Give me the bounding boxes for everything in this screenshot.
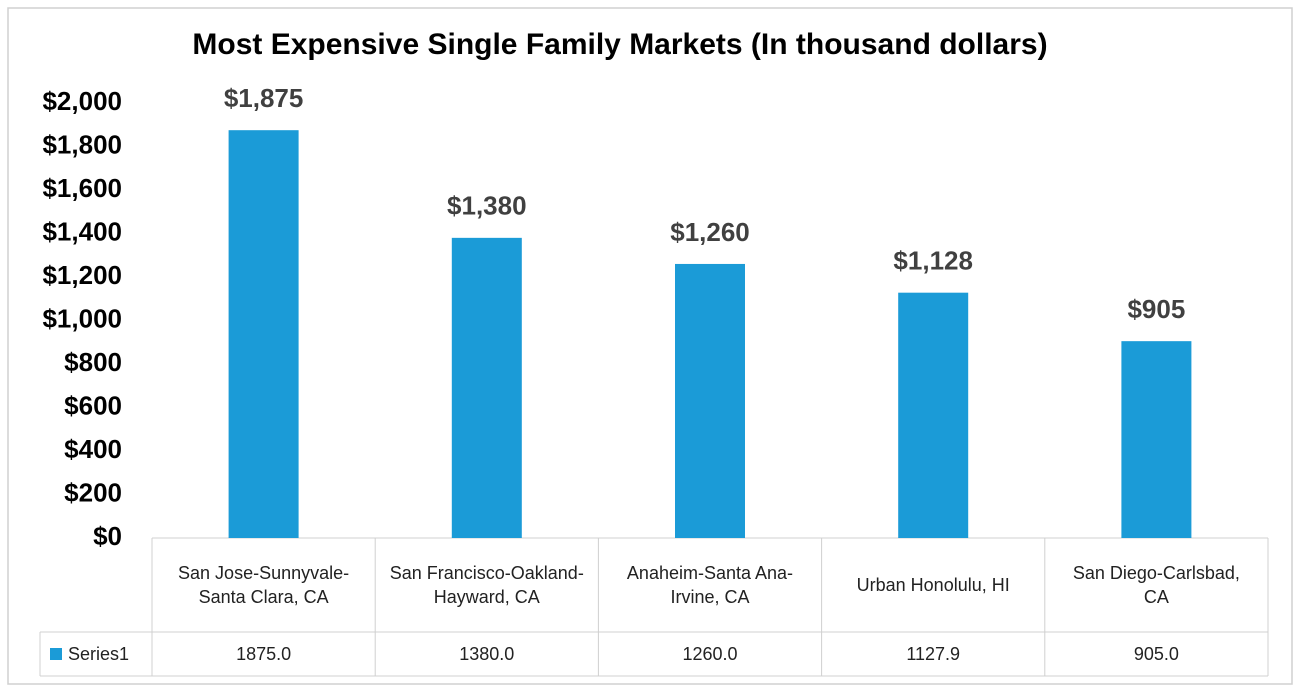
chart-border bbox=[7, 7, 1293, 685]
table-value: 905.0 bbox=[1133, 643, 1179, 664]
data-label: $1,875 bbox=[224, 83, 304, 113]
y-tick-label: $1,600 bbox=[42, 173, 122, 203]
bar bbox=[451, 237, 522, 538]
x-tick-label: Urban Honolulu, HI bbox=[856, 574, 1010, 595]
data-label: $1,260 bbox=[670, 217, 750, 247]
bar bbox=[1121, 341, 1192, 538]
chart-title: Most Expensive Single Family Markets (In… bbox=[192, 28, 1047, 61]
bar bbox=[675, 263, 745, 538]
y-tick-label: $2,000 bbox=[42, 86, 122, 116]
y-tick-label: $600 bbox=[64, 390, 122, 420]
table-value: 1875.0 bbox=[236, 643, 292, 664]
data-label: $1,380 bbox=[447, 191, 527, 221]
x-tick-label: San Francisco-Oakland-Hayward, CA bbox=[389, 562, 584, 607]
bar bbox=[898, 292, 969, 538]
data-label: $905 bbox=[1127, 294, 1185, 324]
y-tick-label: $0 bbox=[93, 521, 122, 551]
y-tick-label: $800 bbox=[64, 347, 122, 377]
y-tick-label: $1,000 bbox=[42, 303, 122, 333]
legend-swatch bbox=[50, 648, 62, 660]
y-tick-label: $1,400 bbox=[42, 216, 122, 246]
x-tick-label: Anaheim-Santa Ana-Irvine, CA bbox=[626, 562, 794, 607]
y-tick-label: $1,200 bbox=[42, 260, 122, 290]
data-label: $1,128 bbox=[893, 246, 973, 276]
y-tick-label: $1,800 bbox=[42, 129, 122, 159]
legend-label: Series1 bbox=[68, 644, 129, 664]
bar bbox=[228, 130, 299, 538]
y-tick-label: $200 bbox=[64, 477, 122, 507]
x-tick-label: San Jose-Sunnyvale-Santa Clara, CA bbox=[178, 562, 350, 607]
table-value: 1127.9 bbox=[906, 643, 961, 664]
table-value: 1260.0 bbox=[682, 643, 738, 664]
x-tick-label: San Diego-Carlsbad, CA bbox=[1072, 562, 1240, 607]
y-tick-label: $400 bbox=[64, 434, 122, 464]
table-value: 1380.0 bbox=[459, 643, 515, 664]
